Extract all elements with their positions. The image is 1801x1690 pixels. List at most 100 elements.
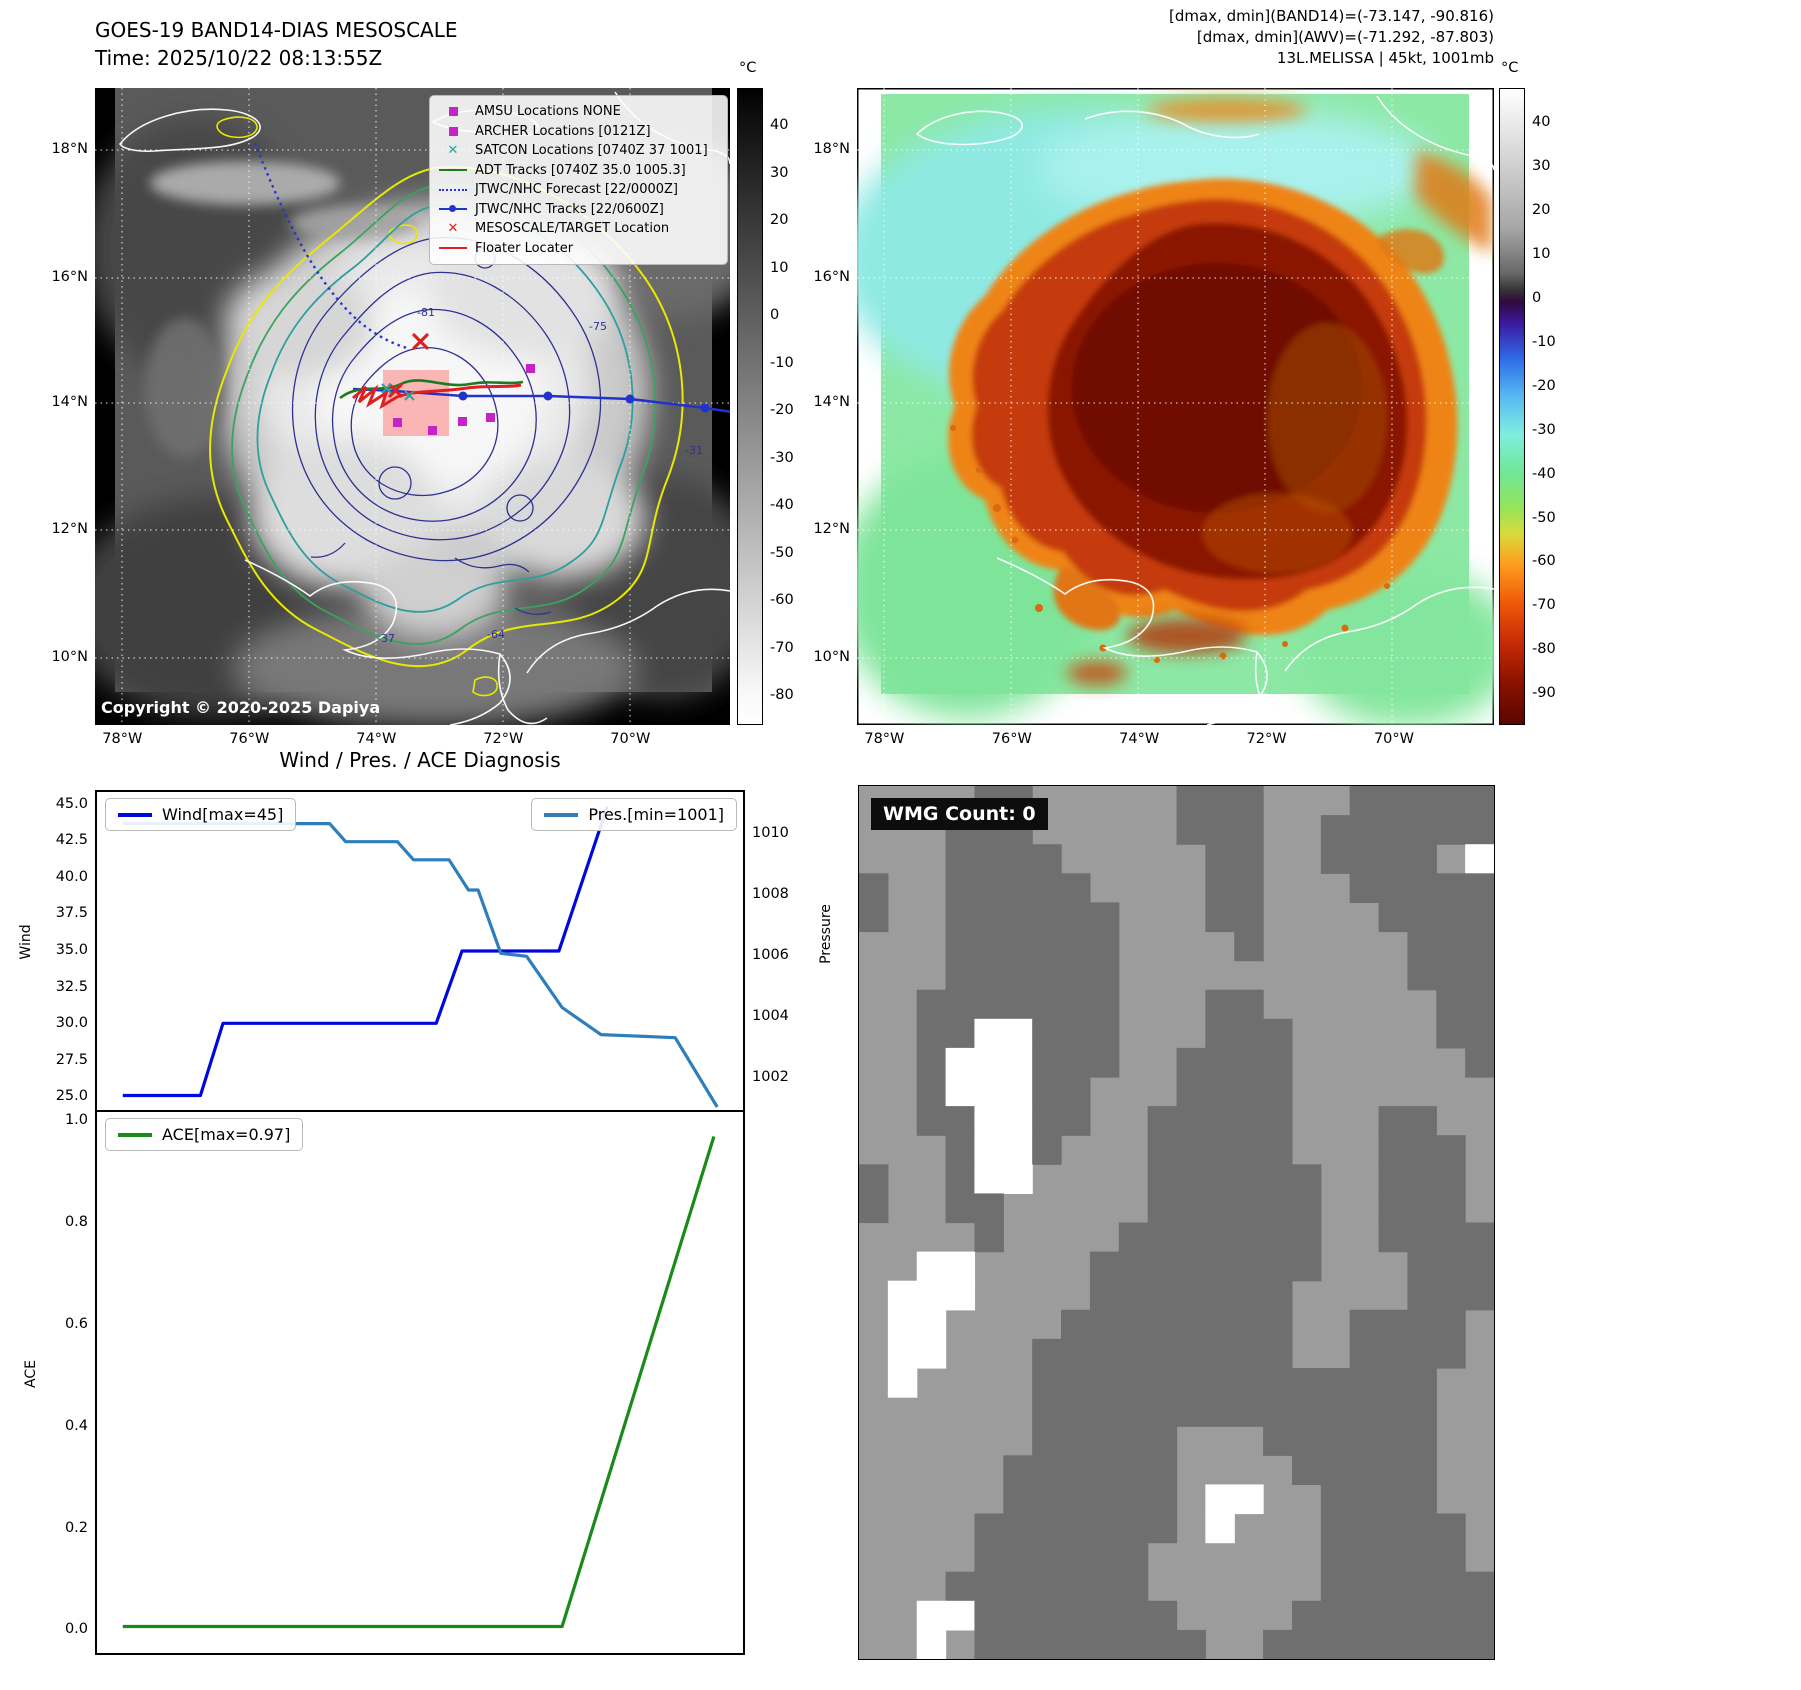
wmg-white-cell: [1003, 1135, 1033, 1165]
wmg-dark-cell: [1291, 1397, 1322, 1427]
wmg-dark-cell: [1465, 1018, 1494, 1049]
wmg-dark-cell: [1465, 786, 1494, 816]
wmg-dark-cell: [945, 1164, 976, 1194]
wmg-dark-cell: [974, 1513, 1004, 1544]
ace-legend-label: ACE[max=0.97]: [162, 1125, 291, 1144]
wmg-dark-cell: [1176, 1629, 1206, 1659]
wmg-dark-cell: [1032, 873, 1062, 903]
wmg-dark-cell: [1436, 873, 1466, 903]
wmg-dark-cell: [1436, 815, 1466, 845]
coastlines: [915, 95, 1494, 725]
wmg-dark-cell: [1176, 1164, 1206, 1194]
wmg-dark-cell: [945, 989, 976, 1020]
lon-tick-label: 76°W: [991, 731, 1032, 747]
wmg-dark-cell: [1147, 1338, 1178, 1369]
wmg-dark-cell: [1205, 902, 1235, 933]
wmg-dark-cell: [1205, 1077, 1235, 1107]
wmg-dark-cell: [1147, 1484, 1178, 1515]
wmg-dark-cell: [1263, 1222, 1293, 1253]
wmg-dark-cell: [1320, 1368, 1351, 1398]
wmg-dark-cell: [1349, 873, 1380, 903]
wmg-dark-cell: [1061, 1629, 1091, 1659]
awv-header-block: [dmax, dmin](BAND14)=(-73.147, -90.816) …: [1169, 6, 1494, 69]
wmg-dark-cell: [1436, 902, 1466, 933]
pressure-ytick-label: 1006: [752, 947, 789, 964]
wmg-dark-cell: [1061, 931, 1091, 962]
colorbar-tick-label: -30: [770, 449, 794, 466]
wmg-dark-cell: [1407, 1571, 1437, 1602]
wmg-dark-cell: [1407, 1455, 1437, 1485]
wmg-dark-cell: [1147, 1426, 1178, 1456]
wmg-dark-cell: [1061, 1542, 1091, 1573]
colorbar-tick-label: 40: [1532, 114, 1551, 131]
wind-ytick-label: 40.0: [55, 868, 88, 885]
wmg-dark-cell: [1436, 989, 1466, 1020]
wmg-dark-cell: [1118, 1455, 1149, 1485]
contour-value-label: -75: [589, 320, 607, 333]
wmg-dark-cell: [1061, 1338, 1091, 1369]
wmg-dark-cell: [859, 902, 889, 933]
lat-tick-label: 14°N: [813, 393, 850, 410]
wind-ytick-label: 45.0: [55, 795, 88, 812]
pressure-ytick-label: 1004: [752, 1008, 789, 1025]
line-marker-icon: [438, 247, 468, 250]
contour-value-label: -31: [685, 444, 703, 457]
wmg-dark-cell: [1234, 786, 1264, 816]
wmg-dark-cell: [945, 1193, 976, 1224]
lat-tick-label: 18°N: [51, 140, 88, 157]
wmg-dark-cell: [1205, 1193, 1235, 1224]
wmg-dark-cell: [1205, 1106, 1235, 1136]
wmg-white-cell: [1003, 1077, 1033, 1107]
wmg-dark-cell: [1436, 1600, 1466, 1631]
wmg-white-cell: [1003, 1106, 1033, 1136]
wmg-dark-cell: [1061, 902, 1091, 933]
wmg-dark-cell: [1118, 1426, 1149, 1456]
wmg-dark-cell: [1118, 1280, 1149, 1311]
colorbar-tick-label: -20: [770, 402, 794, 419]
ace-legend: ACE[max=0.97]: [105, 1118, 304, 1151]
wmg-dark-cell: [1061, 1309, 1091, 1340]
wmg-dark-cell: [945, 844, 976, 874]
pressure-line-sample: [544, 812, 579, 817]
colorbar-tick-label: 0: [770, 307, 780, 324]
wmg-dark-cell: [1349, 815, 1380, 845]
colorbar-tick-label: -40: [770, 497, 794, 514]
wmg-dark-cell: [1407, 1426, 1437, 1456]
wmg-dark-cell: [974, 1193, 1004, 1224]
wmg-dark-cell: [1407, 1397, 1437, 1427]
wmg-dark-cell: [1407, 1280, 1437, 1311]
wmg-dark-cell: [1032, 1600, 1062, 1631]
wmg-dark-cell: [945, 931, 976, 962]
lon-tick-label: 78°W: [864, 731, 905, 747]
wmg-dark-cell: [1436, 1251, 1466, 1282]
legend-item-label: ADT Tracks [0740Z 35.0 1005.3]: [475, 162, 686, 178]
wmg-dark-cell: [1089, 989, 1120, 1020]
line-dot-marker-icon: [438, 205, 468, 213]
pressure-legend-label: Pres.[min=1001]: [588, 805, 724, 824]
wmg-dark-cell: [974, 960, 1004, 991]
wmg-white-cell: [916, 1280, 947, 1311]
wmg-white-cell: [945, 1251, 976, 1282]
colorbar-tick-label: 30: [1532, 158, 1551, 175]
ace-ytick-label: 0.2: [64, 1519, 88, 1536]
wmg-dark-cell: [1291, 1164, 1322, 1194]
wmg-dark-cell: [1118, 1222, 1149, 1253]
wmg-dark-cell: [1291, 1222, 1322, 1253]
wmg-dark-cell: [1320, 1600, 1351, 1631]
dmax-dmin-band14: [dmax, dmin](BAND14)=(-73.147, -90.816): [1169, 7, 1494, 25]
wmg-dark-cell: [1032, 1426, 1062, 1456]
wmg-dark-cell: [945, 902, 976, 933]
wmg-dark-cell: [1118, 1571, 1149, 1602]
contour-value-label: -37: [377, 632, 395, 645]
wmg-dark-cell: [1205, 1397, 1235, 1427]
wind-line-sample: [118, 812, 152, 817]
wmg-dark-cell: [1205, 1251, 1235, 1282]
wmg-dark-cell: [1465, 960, 1494, 991]
band14-colorbar: [737, 88, 763, 725]
square-marker-icon: [438, 126, 468, 136]
wmg-dark-cell: [1089, 931, 1120, 962]
wmg-dark-cell: [1003, 960, 1033, 991]
wmg-dark-cell: [1436, 786, 1466, 816]
wmg-dark-cell: [1349, 1455, 1380, 1485]
wmg-dark-cell: [974, 1542, 1004, 1573]
